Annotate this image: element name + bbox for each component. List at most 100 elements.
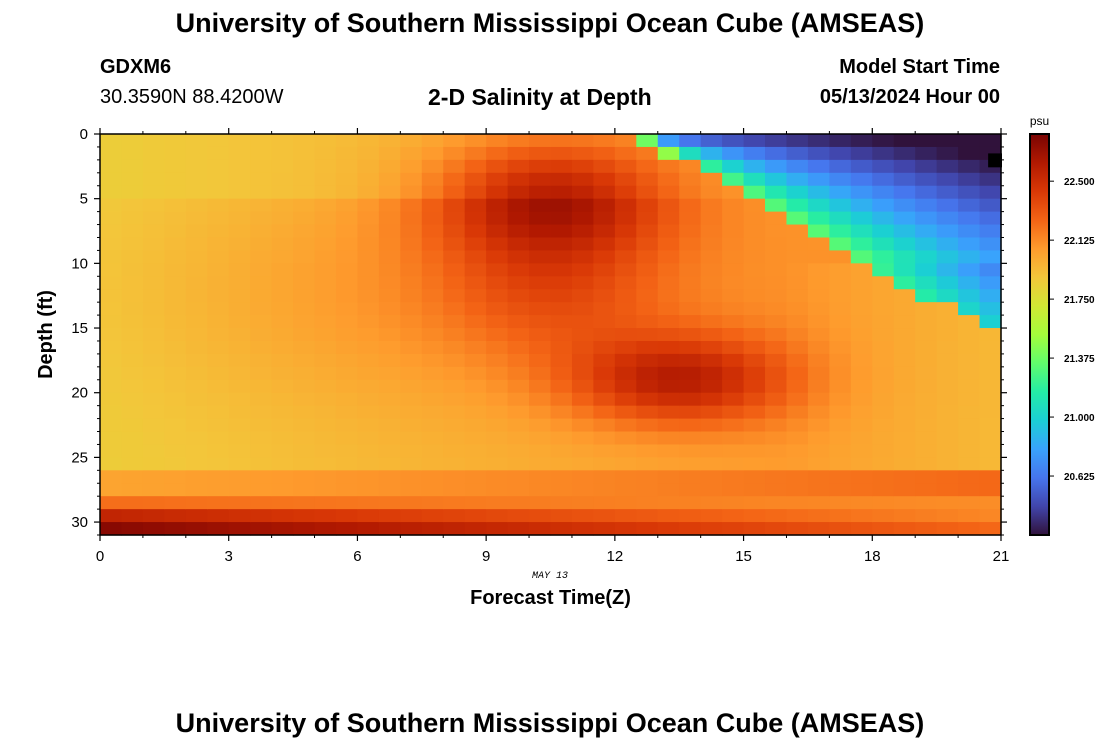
heatmap-cell xyxy=(443,496,466,510)
heatmap-cell xyxy=(593,198,616,213)
heatmap-cell xyxy=(657,366,680,381)
heatmap-cell xyxy=(207,522,230,536)
heatmap-cell xyxy=(121,522,144,536)
heatmap-cell xyxy=(915,146,938,161)
heatmap-cell xyxy=(443,405,466,420)
heatmap-cell xyxy=(207,211,230,226)
heatmap-cell xyxy=(915,263,938,277)
heatmap-cell xyxy=(421,431,444,446)
heatmap-cell xyxy=(571,237,594,252)
heatmap-cell xyxy=(400,366,423,381)
heatmap-cell xyxy=(121,198,144,213)
heatmap-cell xyxy=(421,353,444,368)
heatmap-cell xyxy=(722,146,745,161)
heatmap-cell xyxy=(893,470,916,484)
heatmap-cell xyxy=(142,250,165,264)
heatmap-cell xyxy=(550,405,573,420)
heatmap-cell xyxy=(657,522,680,536)
heatmap-cell xyxy=(443,444,466,458)
heatmap-cell xyxy=(786,483,809,497)
heatmap-cell xyxy=(164,263,187,277)
heatmap-cell xyxy=(357,470,380,484)
heatmap-cell xyxy=(765,431,788,446)
heatmap-cell xyxy=(378,302,401,316)
heatmap-cell xyxy=(185,185,208,200)
heatmap-cell xyxy=(614,211,637,226)
heatmap-cell xyxy=(207,353,230,368)
heatmap-cell xyxy=(421,302,444,316)
heatmap-cell xyxy=(722,496,745,510)
heatmap-cell xyxy=(743,353,766,368)
heatmap-cell xyxy=(314,366,337,381)
heatmap-cell xyxy=(100,289,123,303)
heatmap-cell xyxy=(571,405,594,420)
heatmap-cell xyxy=(228,276,251,290)
heatmap-cell xyxy=(872,418,895,433)
heatmap-cell xyxy=(507,237,530,252)
heatmap-cell xyxy=(271,185,294,200)
heatmap-cell xyxy=(679,159,702,174)
y-axis-label: Depth (ft) xyxy=(35,290,57,379)
heatmap-cell xyxy=(378,276,401,290)
heatmap-cell xyxy=(614,379,637,394)
heatmap-cell xyxy=(443,250,466,264)
heatmap-cell xyxy=(593,211,616,226)
x-tick-label: 6 xyxy=(353,548,361,565)
heatmap-cell xyxy=(529,444,552,458)
heatmap-cell xyxy=(850,444,873,458)
heatmap-cell xyxy=(121,224,144,239)
heatmap-cell xyxy=(271,457,294,471)
heatmap-cell xyxy=(700,134,723,148)
heatmap-cell xyxy=(743,185,766,200)
heatmap-cell xyxy=(250,302,273,316)
heatmap-cell xyxy=(507,315,530,329)
heatmap-cell xyxy=(250,444,273,458)
heatmap-cell xyxy=(571,522,594,536)
heatmap-cell xyxy=(829,328,852,342)
heatmap-cell xyxy=(142,457,165,471)
heatmap-cell xyxy=(550,134,573,148)
date-label: MAY 13 xyxy=(532,571,568,582)
heatmap-cell xyxy=(400,224,423,239)
heatmap-cell xyxy=(486,509,509,523)
heatmap-cell xyxy=(293,237,316,252)
heatmap-cell xyxy=(893,379,916,394)
heatmap-cell xyxy=(850,431,873,446)
heatmap-cell xyxy=(893,457,916,471)
heatmap-cell xyxy=(550,483,573,497)
heatmap-cell xyxy=(614,431,637,446)
heatmap-cell xyxy=(357,263,380,277)
heatmap-cell xyxy=(872,470,895,484)
heatmap-cell xyxy=(529,211,552,226)
heatmap-cell xyxy=(571,250,594,264)
heatmap-cell xyxy=(443,302,466,316)
heatmap-cell xyxy=(958,211,981,226)
heatmap-cell xyxy=(293,405,316,420)
x-axis-label: Forecast Time(Z) xyxy=(470,587,631,609)
heatmap-cell xyxy=(979,496,1002,510)
heatmap-cell xyxy=(486,328,509,342)
heatmap-cell xyxy=(507,302,530,316)
heatmap-cell xyxy=(679,250,702,264)
heatmap-cell xyxy=(915,340,938,355)
heatmap-cell xyxy=(614,134,637,148)
heatmap-cell xyxy=(271,431,294,446)
heatmap-cell xyxy=(142,418,165,433)
heatmap-cell xyxy=(378,250,401,264)
heatmap-cell xyxy=(400,289,423,303)
heatmap-cell xyxy=(443,237,466,252)
heatmap-cell xyxy=(250,289,273,303)
heatmap-cell xyxy=(507,211,530,226)
heatmap-cell xyxy=(100,198,123,213)
heatmap-cell xyxy=(636,146,659,161)
heatmap-cell xyxy=(722,328,745,342)
heatmap-cell xyxy=(636,379,659,394)
heatmap-cell xyxy=(443,172,466,187)
axes: 0 3 6 9 12 15 18 21 0 5 10 15 20 25 30 xyxy=(71,126,1009,565)
heatmap-cell xyxy=(185,340,208,355)
heatmap-cell xyxy=(271,224,294,239)
heatmap-cell xyxy=(936,328,959,342)
heatmap-cell xyxy=(679,289,702,303)
heatmap-cell xyxy=(571,302,594,316)
heatmap-cell xyxy=(464,418,487,433)
